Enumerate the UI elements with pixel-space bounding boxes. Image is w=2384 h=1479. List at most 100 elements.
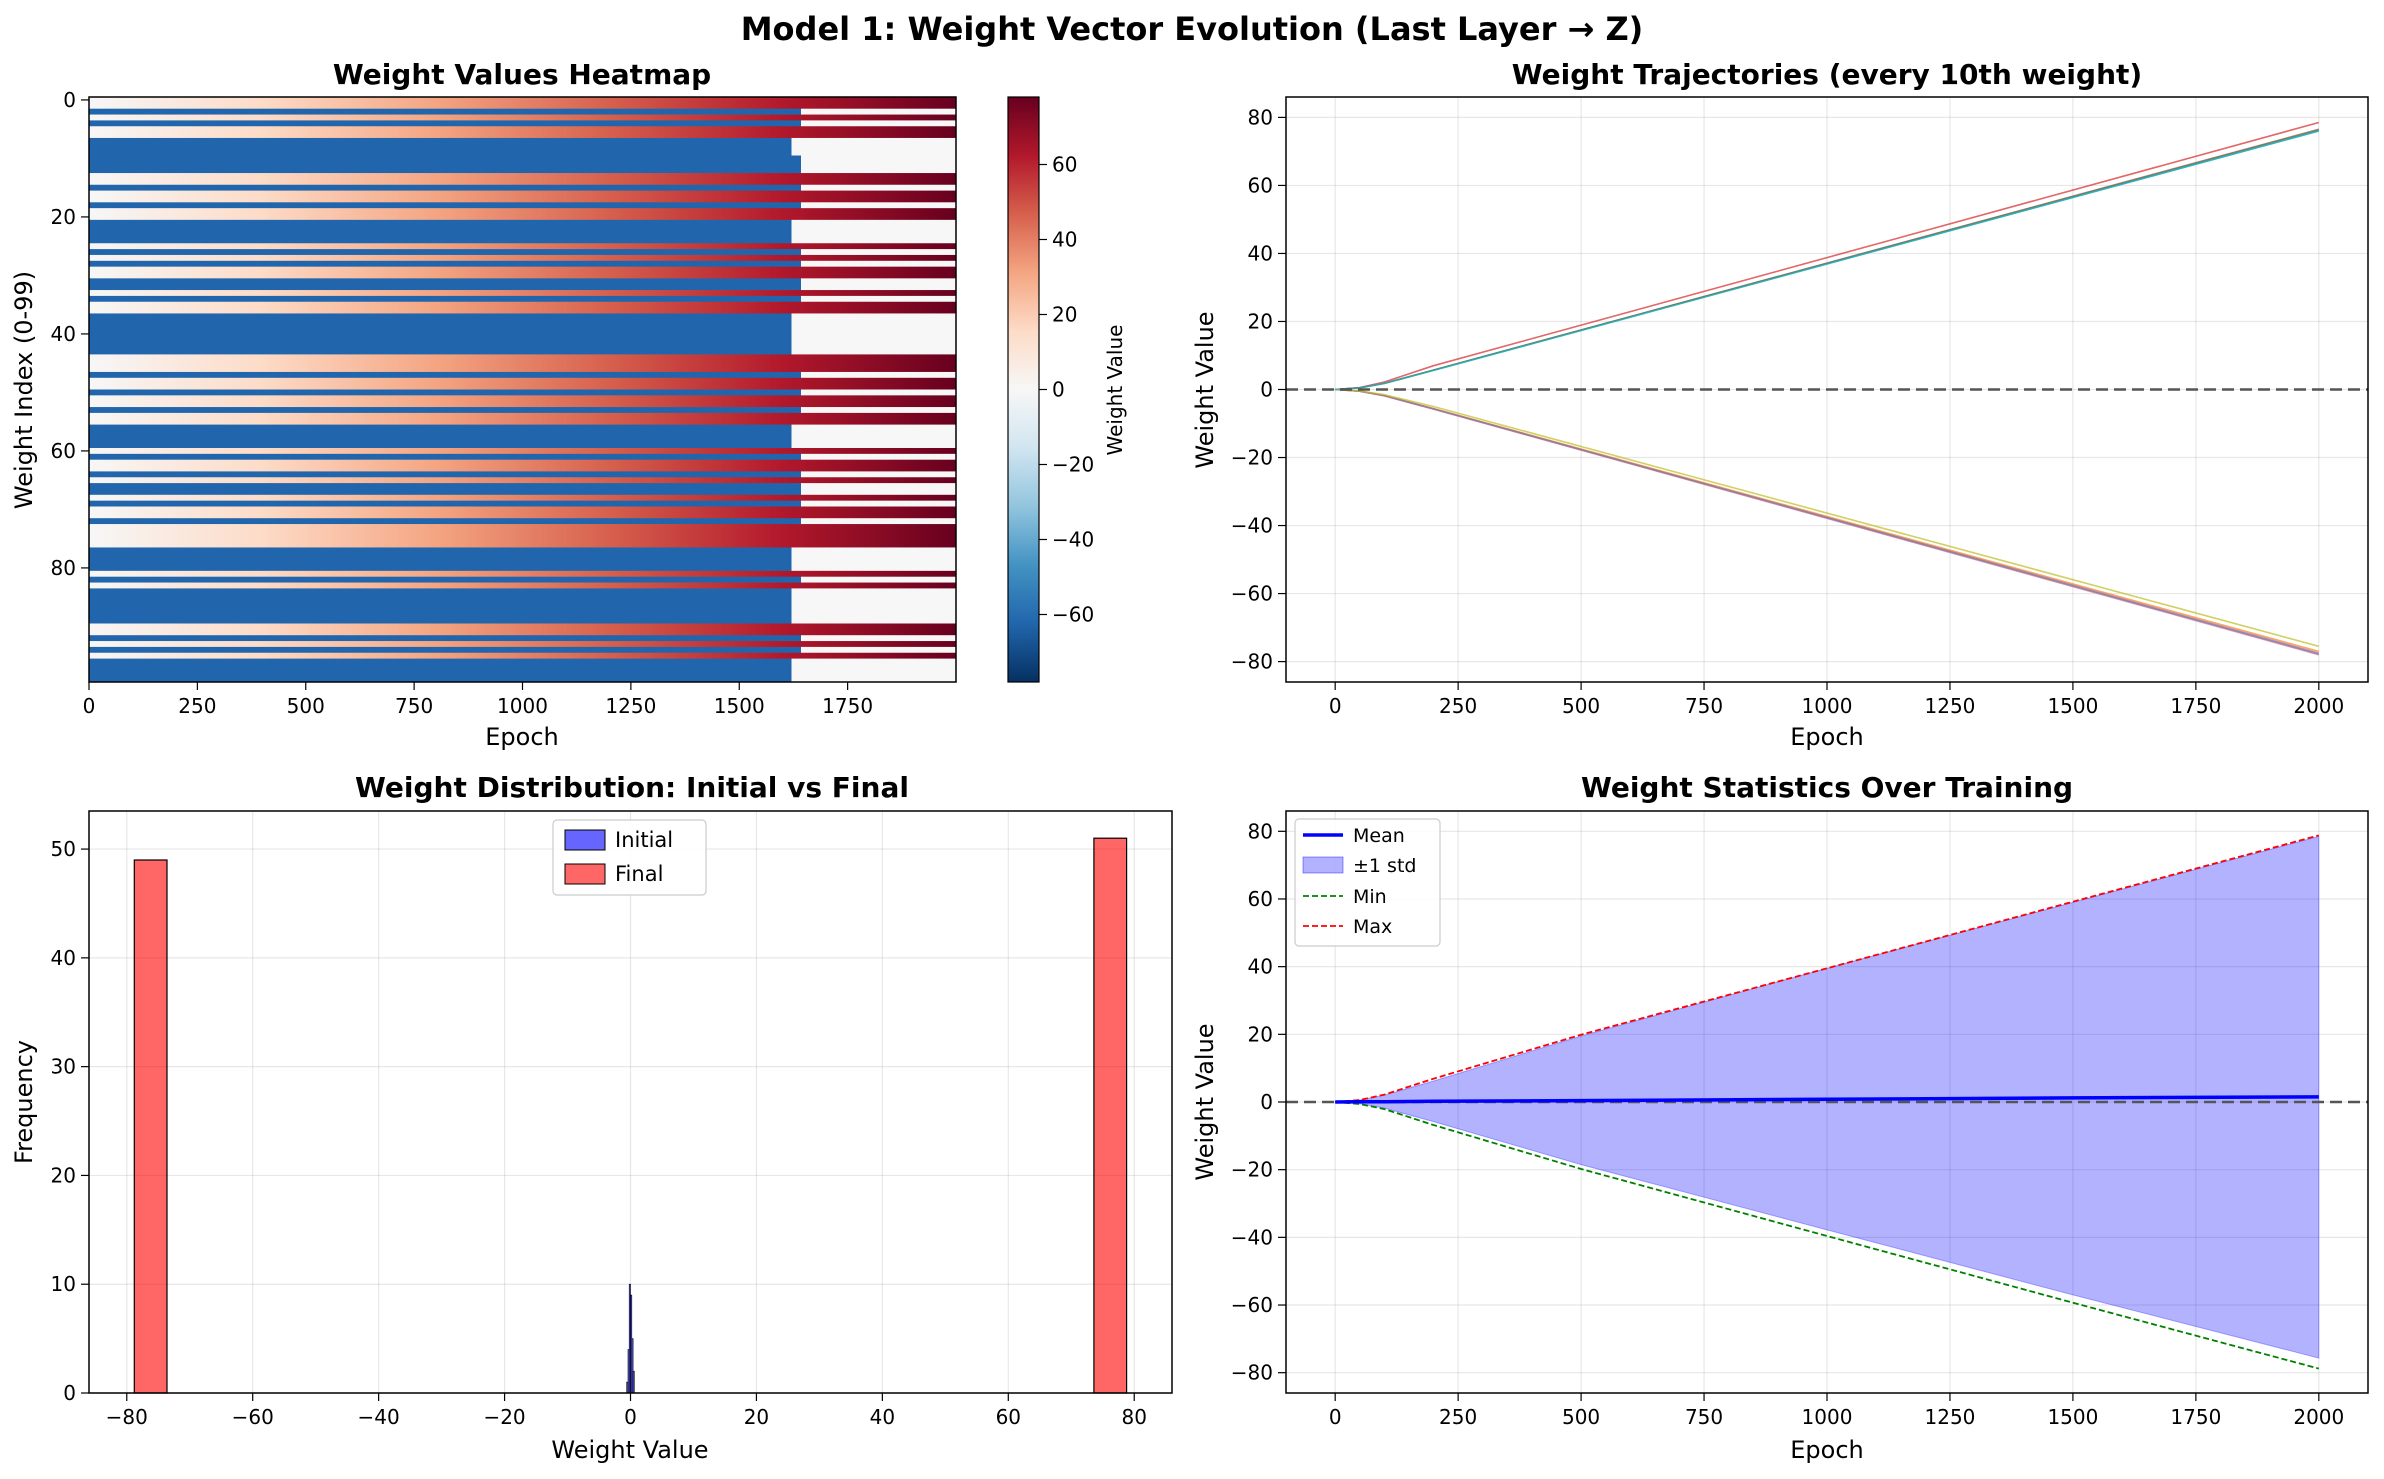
- heatmap-row-band: [89, 588, 956, 624]
- histogram-legend: Initial Final: [552, 819, 707, 896]
- statistics-grid: [1286, 811, 2368, 1393]
- colorbar-tick-label: 40: [1052, 228, 1077, 252]
- statistics-x-tick-label: 1000: [1802, 1405, 1853, 1429]
- heatmap-x-tick-label: 1500: [714, 694, 765, 718]
- statistics-title: Weight Statistics Over Training: [1581, 771, 2073, 804]
- trajectories-xlabel: Epoch: [1790, 723, 1864, 751]
- colorbar-tick-label: 0: [1052, 378, 1065, 402]
- statistics-marks: [1286, 834, 2368, 1370]
- heatmap-row-band: [89, 208, 956, 221]
- heatmap-y-tick-label: 0: [63, 88, 76, 112]
- legend-label-initial: Initial: [615, 828, 673, 852]
- histogram-bar-initial: [632, 1370, 635, 1394]
- trajectories-x-tick-label: 500: [1562, 694, 1600, 718]
- histogram-x-tick-label: 20: [744, 1405, 769, 1429]
- heatmap-row-band: [89, 97, 956, 110]
- heatmap-row-band: [89, 658, 956, 683]
- heatmap-row-band: [89, 389, 956, 396]
- heatmap-ylabel: Weight Index (0-99): [10, 271, 38, 509]
- heatmap-x-tick-label: 750: [395, 694, 433, 718]
- trajectories-x-tick-label: 1500: [2047, 694, 2098, 718]
- heatmap-rows: [89, 97, 956, 683]
- histogram-panel: Weight Distribution: Initial vs Final −8…: [10, 771, 1173, 1464]
- max-line: [1335, 834, 2320, 1103]
- statistics-x-tick-label: 250: [1439, 1405, 1477, 1429]
- statistics-x-tick-label: 2000: [2293, 1405, 2344, 1429]
- heatmap-row-band: [89, 483, 956, 496]
- statistics-y-tick-label: −80: [1231, 1361, 1273, 1385]
- statistics-y-tick-label: −60: [1231, 1293, 1273, 1317]
- histogram-y-tick-label: 50: [51, 837, 76, 861]
- heatmap-row-band: [89, 377, 956, 390]
- statistics-x-tick-label: 500: [1562, 1405, 1600, 1429]
- statistics-legend: Mean ±1 std Min Max: [1294, 818, 1441, 947]
- trajectories-ticks: 0 250 500 750 1000 1250 1500 1750 2000 −80 −60 −40 −…: [1231, 105, 2344, 718]
- heatmap-row-band: [89, 354, 956, 373]
- statistics-x-tick-label: 750: [1685, 1405, 1723, 1429]
- heatmap-y-tick-label: 20: [51, 205, 76, 229]
- legend-swatch-initial: [564, 829, 606, 851]
- statistics-y-tick-label: −40: [1231, 1225, 1273, 1249]
- heatmap-x-tick-label: 1250: [605, 694, 656, 718]
- trajectories-title: Weight Trajectories (every 10th weight): [1512, 58, 2142, 91]
- statistics-xlabel: Epoch: [1790, 1436, 1864, 1464]
- statistics-ticks: 0 250 500 750 1000 1250 1500 1750 2000 −80 −60 −40 −…: [1231, 819, 2344, 1429]
- trajectories-x-tick-label: 1750: [2170, 694, 2221, 718]
- histogram-x-tick-label: 40: [870, 1405, 895, 1429]
- heatmap-x-tick-label: 0: [83, 694, 96, 718]
- histogram-y-tick-label: 10: [51, 1272, 76, 1296]
- heatmap-row-band: [89, 137, 956, 156]
- figure-suptitle: Model 1: Weight Vector Evolution (Last L…: [741, 10, 1644, 48]
- colorbar-tick-label: −20: [1052, 453, 1094, 477]
- heatmap-row-band: [89, 173, 956, 186]
- heatmap-y-ticks: 0 20 40 60 80: [51, 88, 89, 580]
- heatmap-row-band: [89, 652, 956, 659]
- trajectories-x-tick-label: 2000: [2293, 694, 2344, 718]
- heatmap-row-band: [89, 295, 956, 303]
- heatmap-row-band: [89, 313, 956, 355]
- heatmap-x-tick-label: 250: [178, 694, 216, 718]
- heatmap-row-band: [89, 570, 956, 578]
- heatmap-row-band: [89, 635, 956, 642]
- heatmap-row-band: [89, 114, 956, 121]
- heatmap-row-band: [89, 395, 956, 408]
- colorbar-tick-label: 60: [1052, 153, 1077, 177]
- heatmap-row-band: [89, 278, 956, 291]
- trajectories-x-tick-label: 0: [1329, 694, 1342, 718]
- heatmap-panel: Weight Values Heatmap 0 250 500 750 1000 1250…: [10, 58, 1127, 751]
- histogram-y-tick-label: 30: [51, 1055, 76, 1079]
- trajectories-y-tick-label: 60: [1248, 173, 1273, 197]
- heatmap-row-band: [89, 453, 956, 461]
- min-line: [1335, 1101, 2320, 1370]
- heatmap-row-band: [89, 219, 956, 244]
- histogram-y-tick-label: 20: [51, 1163, 76, 1187]
- histogram-x-tick-label: 80: [1121, 1405, 1146, 1429]
- histogram-bar-final: [1093, 837, 1128, 1394]
- trajectories-y-tick-label: −20: [1231, 446, 1273, 470]
- trajectories-y-tick-label: −60: [1231, 582, 1273, 606]
- histogram-y-tick-label: 40: [51, 946, 76, 970]
- heatmap-row-band: [89, 202, 956, 209]
- heatmap-row-band: [89, 506, 956, 519]
- heatmap-row-band: [89, 477, 956, 484]
- heatmap-x-tick-label: 1000: [497, 694, 548, 718]
- heatmap-row-band: [89, 424, 956, 449]
- heatmap-title: Weight Values Heatmap: [333, 58, 711, 91]
- colorbar-tick-label: −40: [1052, 528, 1094, 552]
- statistics-y-tick-label: −20: [1231, 1158, 1273, 1182]
- trajectories-y-tick-label: −40: [1231, 514, 1273, 538]
- legend-label-final: Final: [615, 862, 663, 886]
- histogram-title: Weight Distribution: Initial vs Final: [355, 771, 909, 804]
- histogram-bars: [133, 837, 1128, 1394]
- heatmap-row-band: [89, 249, 956, 256]
- histogram-x-tick-label: −80: [106, 1405, 148, 1429]
- legend-swatch-final: [564, 863, 606, 885]
- statistics-y-tick-label: 20: [1248, 1022, 1273, 1046]
- statistics-ylabel: Weight Value: [1191, 1023, 1219, 1180]
- heatmap-row-band: [89, 547, 956, 572]
- trajectories-x-tick-label: 1250: [1925, 694, 1976, 718]
- histogram-x-tick-label: −20: [483, 1405, 525, 1429]
- trajectories-x-tick-label: 750: [1685, 694, 1723, 718]
- heatmap-row-band: [89, 524, 956, 548]
